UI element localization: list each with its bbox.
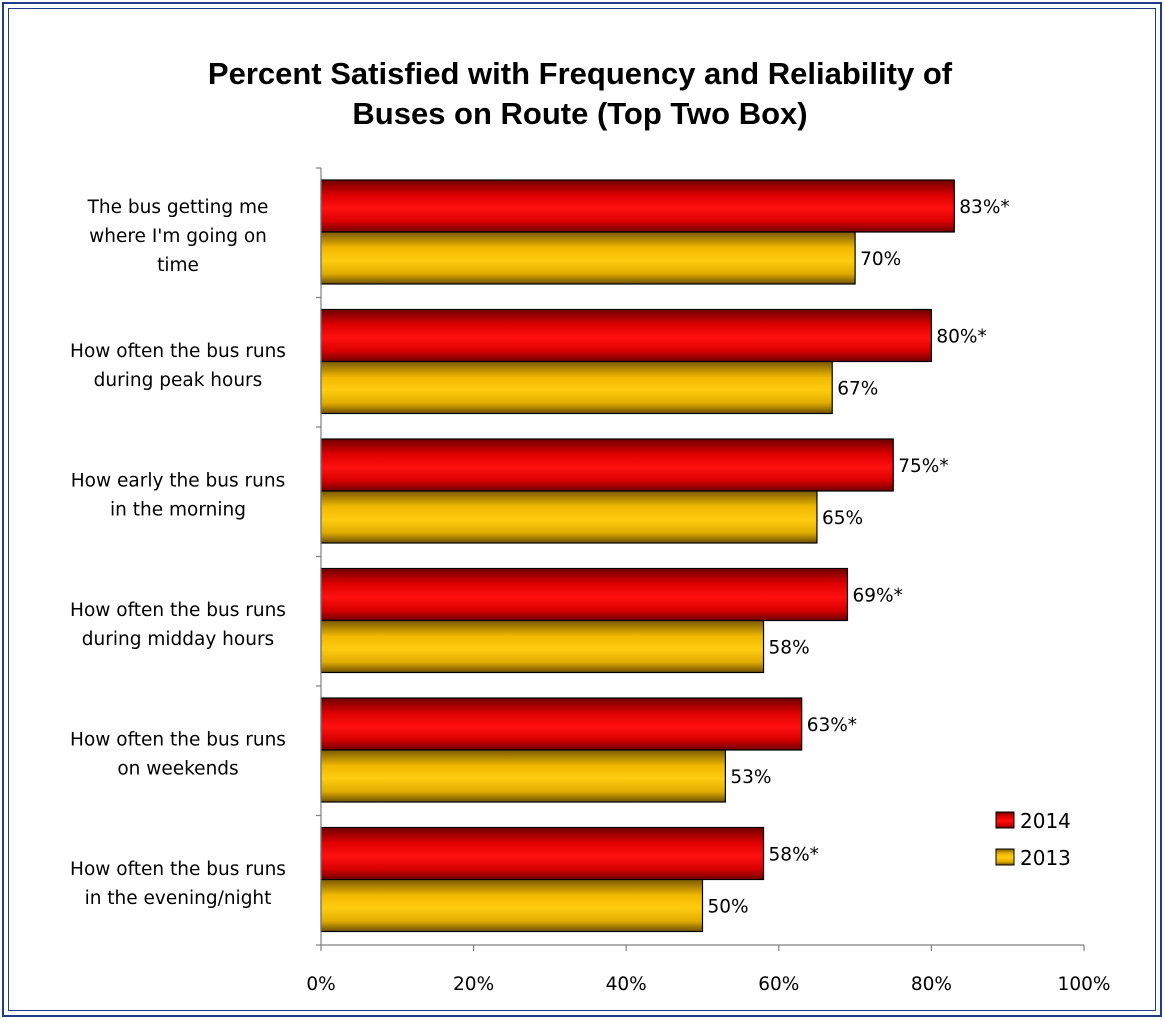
- value-label-2013-5: 50%: [708, 897, 749, 918]
- chart-title-line-1: Percent Satisfied with Frequency and Rel…: [207, 56, 953, 91]
- bar-2014-1: [320, 308, 933, 363]
- bar-2014-5: [320, 826, 765, 881]
- x-tick-label-4: 80%: [911, 974, 952, 995]
- chart-inner-border: [8, 8, 1156, 1011]
- bar-2013-4: [320, 749, 726, 803]
- category-label-3: How often the bus runs during midday hour…: [70, 600, 286, 650]
- x-tick-label-3: 60%: [758, 974, 799, 995]
- legend-label-2013: 2013: [1020, 846, 1071, 870]
- value-label-2013-2: 65%: [822, 508, 863, 529]
- x-tick-label-5: 100%: [1058, 974, 1111, 995]
- bar-2013-5: [320, 878, 704, 933]
- value-label-2014-5: 58%*: [769, 845, 819, 866]
- chart-title: Percent Satisfied with Frequency and Rel…: [60, 54, 1100, 134]
- x-tick-label-1: 20%: [453, 974, 494, 995]
- value-label-2014-4: 63%*: [807, 715, 857, 736]
- chart-title-line-2: Buses on Route (Top Two Box): [352, 96, 808, 131]
- bar-2014-2: [320, 438, 894, 492]
- value-label-2013-4: 53%: [730, 767, 771, 788]
- value-label-2014-2: 75%*: [898, 456, 948, 477]
- category-label-1: How often the bus runs during peak hours: [70, 341, 286, 391]
- legend-swatch-2014: [995, 811, 1015, 829]
- category-label-5: How often the bus runs in the evening/nig…: [70, 859, 286, 909]
- bar-2014-0: [320, 179, 955, 233]
- value-label-2014-0: 83%*: [959, 197, 1009, 218]
- bar-2013-1: [320, 360, 833, 415]
- value-label-2013-3: 58%: [769, 638, 810, 659]
- bar-2013-0: [320, 231, 856, 285]
- value-label-2013-1: 67%: [837, 379, 878, 400]
- category-label-0: The bus getting me where I'm going on time: [87, 197, 269, 276]
- x-tick-label-0: 0%: [306, 974, 335, 995]
- value-label-2013-0: 70%: [860, 249, 901, 270]
- bar-2014-3: [320, 567, 849, 622]
- x-tick-label-2: 40%: [606, 974, 647, 995]
- bar-2013-3: [320, 619, 765, 674]
- value-label-2014-1: 80%*: [936, 327, 986, 348]
- category-label-4: How often the bus runs on weekends: [70, 729, 286, 779]
- bar-2013-2: [320, 490, 818, 544]
- legend-label-2014: 2014: [1020, 809, 1071, 833]
- bar-2014-4: [320, 697, 803, 751]
- legend-swatch-2013: [995, 848, 1015, 866]
- category-label-2: How early the bus runs in the morning: [71, 470, 285, 520]
- value-label-2014-3: 69%*: [852, 586, 902, 607]
